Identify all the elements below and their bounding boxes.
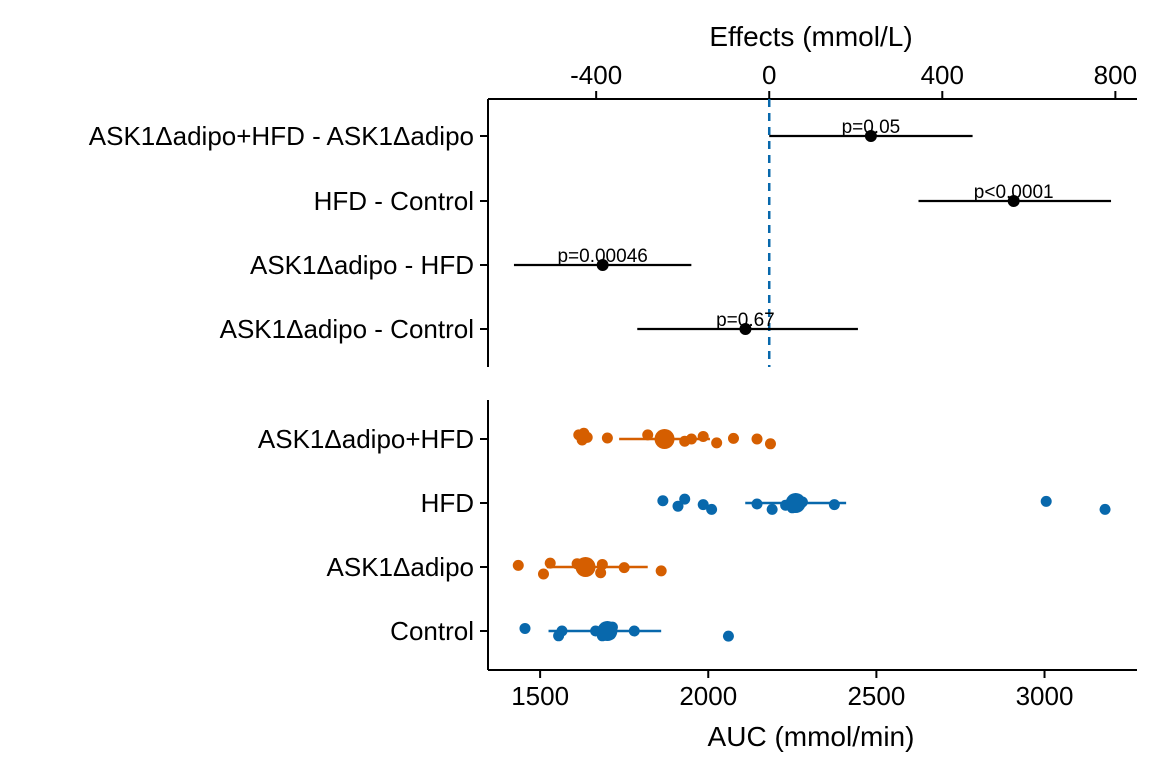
effect-p-value: p=0.00046 — [557, 246, 647, 267]
auc-data-point — [679, 493, 691, 505]
auc-groups — [512, 427, 1111, 642]
auc-data-point — [685, 433, 697, 445]
effects-panel: Effects (mmol/L) -400 0 400 800 ASK1Δadipo+… — [89, 21, 1137, 367]
auc-data-point — [657, 495, 669, 507]
auc-tick-label: 2500 — [847, 681, 905, 711]
auc-group-label: Control — [390, 616, 474, 646]
auc-data-point — [512, 559, 524, 571]
auc-group-mean-point — [654, 429, 675, 449]
auc-data-point — [751, 433, 763, 445]
auc-axis-title: AUC (mmol/min) — [708, 721, 915, 752]
auc-data-point — [706, 503, 718, 515]
auc-group-label: HFD — [421, 488, 474, 518]
auc-data-point — [711, 437, 723, 449]
effects-tick-label: 800 — [1094, 60, 1137, 90]
effects-row-label: ASK1Δadipo - HFD — [250, 250, 474, 280]
auc-data-point — [697, 499, 709, 511]
effect-estimate-point — [739, 323, 752, 335]
auc-data-point — [595, 567, 607, 579]
effects-axis-title: Effects (mmol/L) — [709, 21, 912, 52]
effect-estimate-point — [1007, 195, 1020, 207]
effects-row-labels: ASK1Δadipo+HFD - ASK1Δadipo HFD - Control… — [89, 121, 488, 344]
auc-data-point — [519, 622, 531, 634]
effects-row-label: ASK1Δadipo - Control — [220, 314, 474, 344]
auc-data-point — [1099, 503, 1111, 515]
auc-data-point — [828, 499, 840, 511]
auc-group-mean-point — [575, 557, 596, 577]
auc-group-labels: ASK1Δadipo+HFD HFD ASK1Δadipo Control — [258, 424, 488, 646]
effect-estimate-point — [864, 130, 877, 142]
auc-data-point — [578, 427, 590, 439]
auc-data-point — [544, 557, 556, 569]
auc-data-point — [642, 429, 654, 441]
auc-data-point — [655, 565, 667, 577]
auc-group-label: ASK1Δadipo — [327, 552, 474, 582]
auc-tick-label: 3000 — [1016, 681, 1074, 711]
auc-group-label: ASK1Δadipo+HFD — [258, 424, 474, 454]
auc-panel: 1500 2000 2500 3000 ASK1Δadipo+HFDHFDASK1Δa… — [258, 400, 1137, 752]
auc-data-point — [596, 558, 608, 570]
effect-p-value: p=0.67 — [716, 310, 775, 331]
auc-data-point — [537, 568, 549, 580]
auc-data-point — [722, 630, 734, 642]
auc-data-point — [672, 500, 684, 512]
auc-data-point — [601, 432, 613, 444]
auc-data-point — [766, 503, 778, 515]
auc-data-point — [618, 562, 630, 574]
effects-tick-label: 400 — [921, 60, 964, 90]
auc-data-point — [556, 625, 568, 637]
auc-data-point — [727, 432, 739, 444]
auc-tick-label: 2000 — [679, 681, 737, 711]
effects-row-label: HFD - Control — [314, 186, 474, 216]
effects-row-label: ASK1Δadipo+HFD - ASK1Δadipo — [89, 121, 474, 151]
auc-ticks: 1500 2000 2500 3000 — [511, 670, 1073, 711]
auc-data-point — [628, 625, 640, 637]
effect-p-value: p=0.05 — [842, 117, 901, 138]
auc-data-point — [697, 430, 709, 442]
auc-tick-label: 1500 — [511, 681, 569, 711]
auc-group-mean-point — [597, 621, 618, 641]
auc-data-point — [1040, 495, 1052, 507]
effect-p-value: p<0.0001 — [974, 182, 1054, 203]
effects-ticks: -400 0 400 800 — [570, 60, 1137, 99]
effects-rows: p=0.05 p<0.0001 p=0.00046 p=0.67 — [513, 117, 1112, 335]
auc-data-point — [764, 438, 776, 450]
effects-tick-label: -400 — [570, 60, 622, 90]
auc-data-point — [751, 498, 763, 510]
effects-tick-label: 0 — [762, 60, 776, 90]
effect-estimate-point — [596, 259, 609, 271]
auc-group-mean-point — [785, 493, 806, 513]
